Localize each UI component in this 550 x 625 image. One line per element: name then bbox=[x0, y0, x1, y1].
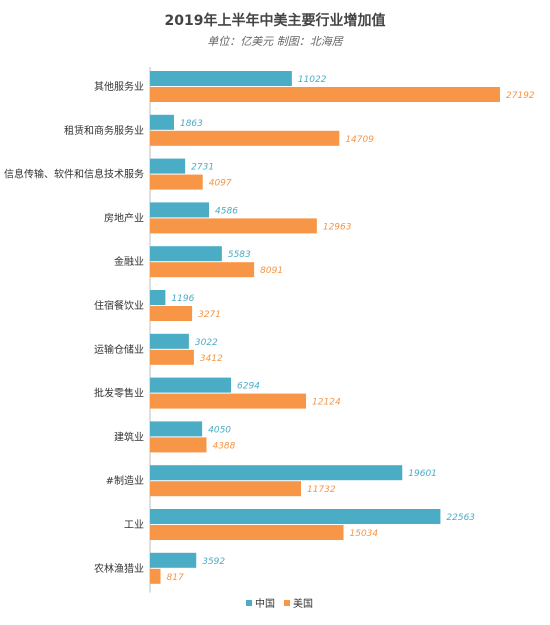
bar-usa bbox=[150, 393, 307, 409]
data-label-china: 2731 bbox=[191, 163, 214, 173]
category-label: 房地产业 bbox=[104, 211, 144, 224]
bar-china bbox=[150, 71, 292, 86]
category-label: 建筑业 bbox=[114, 430, 144, 443]
bar-china bbox=[150, 421, 203, 437]
category-label: #制造业 bbox=[106, 474, 144, 487]
bar-usa bbox=[150, 130, 340, 146]
data-label-china: 19601 bbox=[408, 469, 437, 479]
bar-china bbox=[150, 465, 403, 481]
data-label-usa: 4388 bbox=[212, 441, 235, 451]
bar-usa bbox=[150, 87, 500, 102]
data-label-china: 4050 bbox=[208, 425, 231, 435]
data-label-usa: 8091 bbox=[260, 266, 283, 276]
category-label: 运输仓储业 bbox=[94, 343, 144, 356]
chart-title: 2019年上半年中美主要行业增加值 bbox=[164, 13, 386, 29]
bar-china bbox=[150, 114, 174, 130]
category-label: 信息传输、软件和信息技术服务 bbox=[4, 168, 144, 181]
bar-usa bbox=[150, 481, 302, 497]
bar-usa bbox=[150, 262, 255, 278]
bar-china bbox=[150, 377, 232, 393]
bar-china bbox=[150, 509, 441, 524]
bar-usa bbox=[150, 174, 203, 190]
bar-china bbox=[150, 290, 166, 305]
bar-usa bbox=[150, 306, 193, 321]
legend-swatch-china bbox=[246, 600, 252, 606]
data-label-china: 1196 bbox=[171, 294, 194, 304]
data-label-usa: 27192 bbox=[506, 91, 535, 101]
data-label-usa: 817 bbox=[167, 573, 184, 583]
data-label-china: 3022 bbox=[195, 338, 218, 348]
data-label-china: 22563 bbox=[446, 513, 475, 523]
bar-usa bbox=[150, 525, 344, 540]
bar-usa bbox=[150, 568, 161, 584]
category-label: 金融业 bbox=[114, 255, 144, 268]
legend-label-china: 中国 bbox=[255, 597, 275, 610]
chart-subtitle: 单位：亿美元 制图：北海居 bbox=[207, 35, 343, 48]
legend-label-usa: 美国 bbox=[293, 597, 313, 610]
category-label: 其他服务业 bbox=[94, 80, 144, 93]
data-label-china: 1863 bbox=[180, 119, 203, 129]
data-label-usa: 14709 bbox=[345, 135, 374, 145]
bar-usa bbox=[150, 437, 207, 453]
bar-china bbox=[150, 202, 210, 218]
data-label-usa: 3271 bbox=[198, 310, 221, 320]
bar-usa bbox=[150, 218, 317, 234]
data-label-china: 6294 bbox=[237, 382, 260, 392]
data-label-usa: 15034 bbox=[350, 529, 379, 539]
category-label: 住宿餐饮业 bbox=[94, 299, 144, 312]
legend-swatch-usa bbox=[284, 600, 290, 606]
category-label: 批发零售业 bbox=[94, 387, 144, 400]
data-label-usa: 12124 bbox=[312, 398, 341, 408]
category-label: 农林渔猎业 bbox=[94, 562, 144, 575]
bar-china bbox=[150, 333, 189, 349]
category-label: 工业 bbox=[124, 519, 144, 531]
data-label-china: 3592 bbox=[202, 557, 225, 567]
data-label-usa: 4097 bbox=[209, 179, 232, 189]
data-label-china: 11022 bbox=[298, 75, 327, 85]
category-label: 租赁和商务服务业 bbox=[64, 124, 144, 137]
data-label-usa: 12963 bbox=[323, 222, 352, 232]
data-label-china: 4586 bbox=[215, 206, 238, 216]
data-label-china: 5583 bbox=[228, 250, 251, 260]
data-label-usa: 3412 bbox=[200, 354, 223, 364]
bar-usa bbox=[150, 349, 194, 365]
bar-china bbox=[150, 552, 197, 568]
bar-china bbox=[150, 246, 222, 262]
bar-china bbox=[150, 158, 186, 174]
data-label-usa: 11732 bbox=[307, 485, 336, 495]
